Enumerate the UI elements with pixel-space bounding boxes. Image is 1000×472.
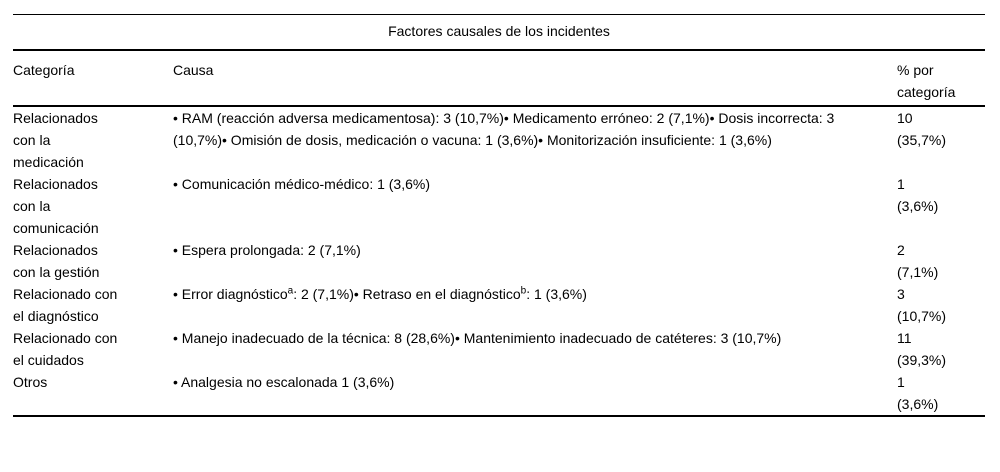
pct-text: 1 (3,6%): [897, 176, 939, 214]
header-category: Categoría: [13, 51, 173, 107]
pct-text: 10 (35,7%): [897, 110, 947, 148]
cause-cell: • Comunicación médico-médico: 1 (3,6%): [173, 173, 897, 239]
header-cause: Causa: [173, 51, 897, 107]
table-body: Relacionados con la medicación • RAM (rea…: [13, 106, 985, 416]
category-text: Otros: [13, 374, 48, 390]
table-row: Relacionados con la medicación • RAM (rea…: [13, 106, 985, 173]
table-row: Relacionado con el diagnóstico • Error di…: [13, 283, 985, 327]
category-cell: Relacionados con la gestión: [13, 239, 173, 283]
cause-text: • Espera prolongada: 2 (7,1%): [173, 242, 361, 258]
cause-text: • Comunicación médico-médico: 1 (3,6%): [173, 176, 431, 192]
category-cell: Otros: [13, 371, 173, 416]
pct-cell: 1 (3,6%): [897, 371, 985, 416]
cause-cell: • Espera prolongada: 2 (7,1%): [173, 239, 897, 283]
table-row: Relacionados con la gestión • Espera prol…: [13, 239, 985, 283]
category-cell: Relacionados con la comunicación: [13, 173, 173, 239]
category-text: Relacionados con la comunicación: [13, 176, 99, 236]
causal-factors-table: Categoría Causa % por categoría Relacion…: [13, 51, 985, 417]
category-text: Relacionados con la gestión: [13, 242, 100, 280]
pct-text: 3 (10,7%): [897, 286, 947, 324]
cause-cell: • Analgesia no escalonada 1 (3,6%): [173, 371, 897, 416]
pct-cell: 3 (10,7%): [897, 283, 985, 327]
table-row: Otros • Analgesia no escalonada 1 (3,6%) 1…: [13, 371, 985, 416]
category-text: Relacionados con la medicación: [13, 110, 98, 170]
cause-text: • RAM (reacción adversa medicamentosa): …: [173, 110, 835, 148]
category-cell: Relacionados con la medicación: [13, 106, 173, 173]
header-row: Categoría Causa % por categoría: [13, 51, 985, 107]
cause-text: • Error diagnósticoa: 2 (7,1%)• Retraso …: [173, 285, 587, 302]
cause-cell: • RAM (reacción adversa medicamentosa): …: [173, 106, 897, 173]
pct-cell: 1 (3,6%): [897, 173, 985, 239]
table-sheet: Factores causales de los incidentes Cate…: [13, 14, 985, 417]
cause-text: • Manejo inadecuado de la técnica: 8 (28…: [173, 330, 782, 346]
category-text: Relacionado con el diagnóstico: [13, 286, 118, 324]
pct-cell: 11 (39,3%): [897, 327, 985, 371]
category-text: Relacionado con el cuidados: [13, 330, 118, 368]
category-cell: Relacionado con el diagnóstico: [13, 283, 173, 327]
category-cell: Relacionado con el cuidados: [13, 327, 173, 371]
footnote-marker: b: [520, 285, 527, 297]
table-header: Categoría Causa % por categoría: [13, 51, 985, 107]
table-row: Relacionados con la comunicación • Comuni…: [13, 173, 985, 239]
cause-cell: • Error diagnósticoa: 2 (7,1%)• Retraso …: [173, 283, 897, 327]
pct-text: 1 (3,6%): [897, 374, 939, 412]
pct-cell: 10 (35,7%): [897, 106, 985, 173]
cause-cell: • Manejo inadecuado de la técnica: 8 (28…: [173, 327, 897, 371]
footnote-marker: a: [287, 285, 294, 297]
table-row: Relacionado con el cuidados • Manejo inad…: [13, 327, 985, 371]
table-title: Factores causales de los incidentes: [13, 14, 985, 51]
header-pct: % por categoría: [897, 51, 985, 107]
cause-text: • Analgesia no escalonada 1 (3,6%): [173, 374, 395, 390]
pct-cell: 2 (7,1%): [897, 239, 985, 283]
pct-text: 11 (39,3%): [897, 330, 947, 368]
pct-text: 2 (7,1%): [897, 242, 939, 280]
